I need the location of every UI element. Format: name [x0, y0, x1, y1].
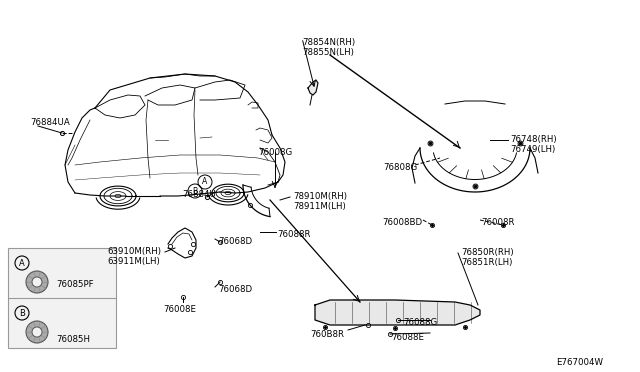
- Text: 76884U: 76884U: [182, 190, 216, 199]
- Text: 76088E: 76088E: [391, 333, 424, 342]
- Text: 76884UA: 76884UA: [30, 118, 70, 127]
- Text: 76008BD: 76008BD: [382, 218, 422, 227]
- Text: 760B8R: 760B8R: [310, 330, 344, 339]
- Text: B: B: [19, 308, 25, 317]
- Text: 76749(LH): 76749(LH): [510, 145, 556, 154]
- Text: 78911M(LH): 78911M(LH): [293, 202, 346, 211]
- Text: 76068D: 76068D: [218, 237, 252, 246]
- Text: 78855N(LH): 78855N(LH): [302, 48, 354, 57]
- Polygon shape: [315, 300, 480, 325]
- Text: 63911M(LH): 63911M(LH): [107, 257, 160, 266]
- Text: A: A: [19, 259, 25, 267]
- Circle shape: [26, 271, 48, 293]
- Text: 76008E: 76008E: [163, 305, 196, 314]
- Text: 76808G: 76808G: [383, 163, 417, 172]
- Text: E767004W: E767004W: [556, 358, 603, 367]
- Text: 63910M(RH): 63910M(RH): [107, 247, 161, 256]
- Text: 76850R(RH): 76850R(RH): [461, 248, 514, 257]
- Text: 76088G: 76088G: [403, 318, 437, 327]
- Text: B: B: [193, 186, 198, 196]
- Text: 76088R: 76088R: [277, 230, 310, 239]
- Text: 76748(RH): 76748(RH): [510, 135, 557, 144]
- Text: 76085PF: 76085PF: [56, 280, 93, 289]
- Polygon shape: [308, 80, 318, 95]
- Text: 76085H: 76085H: [56, 335, 90, 344]
- Text: 76068D: 76068D: [218, 285, 252, 294]
- Text: 78910M(RH): 78910M(RH): [293, 192, 347, 201]
- Text: A: A: [202, 177, 207, 186]
- Bar: [8, 248, 116, 348]
- Text: 76008G: 76008G: [258, 148, 292, 157]
- Circle shape: [32, 327, 42, 337]
- Text: 76851R(LH): 76851R(LH): [461, 258, 513, 267]
- Circle shape: [26, 321, 48, 343]
- Text: 76008R: 76008R: [481, 218, 515, 227]
- Text: 78854N(RH): 78854N(RH): [302, 38, 355, 47]
- Circle shape: [32, 277, 42, 287]
